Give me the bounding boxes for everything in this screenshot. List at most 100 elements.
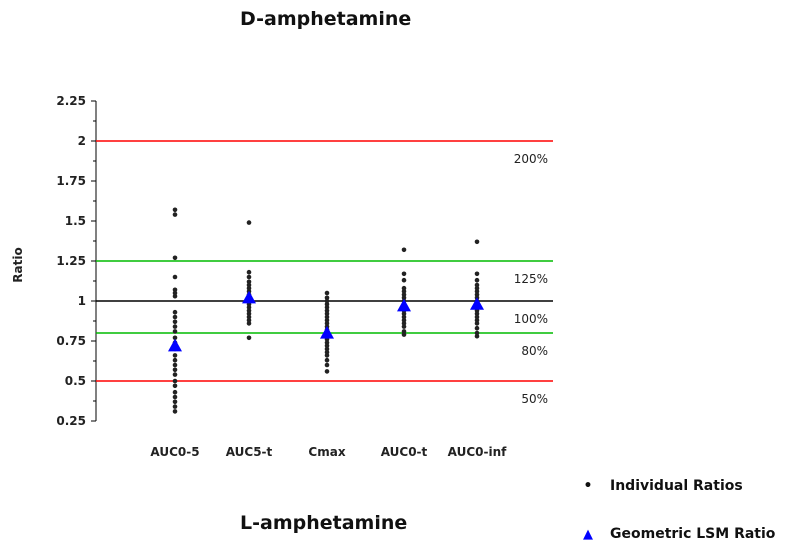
individual-point-3-1 <box>401 271 407 277</box>
individual-point-4-3 <box>474 282 480 288</box>
individual-point-3-5 <box>401 292 407 297</box>
legend-geometric-label: Geometric LSM Ratio <box>610 526 776 542</box>
individual-point-0-8 <box>172 314 178 320</box>
individual-point-0-23 <box>172 394 178 400</box>
y-tick-label-2: 0.75 <box>56 334 86 348</box>
individual-point-2-17 <box>324 346 330 352</box>
individual-point-4-15 <box>474 321 480 326</box>
triangle-icon: ▲ <box>583 526 593 542</box>
y-tick-label-5: 1.5 <box>65 214 86 228</box>
ref-line-label-50pct: 50% <box>521 392 548 406</box>
individual-point-3-2 <box>401 277 407 283</box>
x-category-label-1: AUC5-t <box>226 445 273 459</box>
ref-line-label-200pct: 200% <box>514 152 548 166</box>
individual-point-0-2 <box>172 255 178 261</box>
individual-point-0-25 <box>172 404 178 409</box>
individual-point-4-12 <box>474 311 480 317</box>
dot-icon: • <box>583 478 593 494</box>
individual-point-2-16 <box>324 343 330 349</box>
individual-point-0-15 <box>172 353 178 358</box>
individual-point-2-18 <box>324 349 330 355</box>
individual-point-1-0 <box>246 220 252 225</box>
individual-point-2-1 <box>324 295 330 301</box>
y-tick-label-0: 0.25 <box>56 414 86 428</box>
chart-title-top: D-amphetamine <box>240 8 412 30</box>
individual-point-2-20 <box>324 357 330 363</box>
legend-individual-label: Individual Ratios <box>610 478 743 494</box>
individual-point-0-26 <box>172 409 178 414</box>
individual-point-0-22 <box>172 389 178 395</box>
individual-point-4-0 <box>474 239 480 245</box>
individual-point-1-14 <box>246 314 252 320</box>
individual-point-1-17 <box>246 335 252 341</box>
individual-point-3-4 <box>401 289 407 294</box>
individual-point-0-17 <box>172 362 178 368</box>
chart-title-bottom: L-amphetamine <box>240 512 408 534</box>
y-tick-label-8: 2.25 <box>56 94 86 108</box>
individual-point-3-17 <box>401 332 407 337</box>
individual-point-3-3 <box>401 285 407 291</box>
lsm-triangle-1 <box>242 290 256 304</box>
individual-point-1-15 <box>246 317 252 323</box>
y-tick-label-6: 1.75 <box>56 174 86 188</box>
individual-point-4-5 <box>474 289 480 294</box>
individual-point-0-3 <box>172 274 178 280</box>
individual-point-0-10 <box>172 324 178 329</box>
individual-point-4-2 <box>474 277 480 283</box>
y-tick-label-1: 0.5 <box>65 374 86 388</box>
individual-point-3-15 <box>401 324 407 329</box>
individual-point-2-19 <box>324 353 330 358</box>
individual-point-2-4 <box>324 305 330 310</box>
lsm-triangle-2 <box>320 326 334 339</box>
legend-geometric: ▲ Geometric LSM Ratio <box>578 526 775 542</box>
x-category-label-4: AUC0-inf <box>448 445 507 459</box>
individual-point-1-1 <box>246 269 252 275</box>
individual-point-1-5 <box>246 285 252 291</box>
individual-point-4-17 <box>474 330 480 336</box>
individual-point-1-4 <box>246 282 252 288</box>
ref-line-label-100pct: 100% <box>514 312 548 326</box>
individual-point-2-0 <box>324 290 330 296</box>
legend-individual: • Individual Ratios <box>578 478 743 494</box>
individual-point-3-6 <box>401 295 407 301</box>
individual-point-0-6 <box>172 293 178 299</box>
individual-point-2-9 <box>324 321 330 326</box>
individual-point-1-3 <box>246 279 252 285</box>
individual-point-0-19 <box>172 372 178 377</box>
individual-point-0-1 <box>172 212 178 217</box>
individual-point-1-12 <box>246 308 252 313</box>
x-category-label-2: Cmax <box>308 445 345 459</box>
individual-point-0-18 <box>172 367 178 373</box>
individual-point-4-4 <box>474 285 480 291</box>
individual-point-0-11 <box>172 329 178 334</box>
ref-line-label-125pct: 125% <box>514 272 548 286</box>
individual-point-0-7 <box>172 309 178 315</box>
y-tick-label-3: 1 <box>78 294 86 308</box>
individual-point-4-1 <box>474 271 480 277</box>
individual-point-2-2 <box>324 298 330 304</box>
individual-point-1-13 <box>246 311 252 317</box>
individual-point-0-24 <box>172 399 178 405</box>
individual-point-2-15 <box>324 340 330 345</box>
individual-point-2-8 <box>324 317 330 323</box>
individual-point-0-20 <box>172 378 178 384</box>
individual-point-1-16 <box>246 321 252 326</box>
individual-point-0-21 <box>172 383 178 389</box>
individual-point-4-14 <box>474 317 480 323</box>
individual-point-4-6 <box>474 292 480 297</box>
y-tick-label-7: 2 <box>78 134 86 148</box>
individual-point-2-6 <box>324 311 330 317</box>
individual-point-1-2 <box>246 274 252 280</box>
individual-point-3-13 <box>401 317 407 323</box>
y-axis-label: Ratio <box>11 247 25 282</box>
individual-point-3-16 <box>401 329 407 334</box>
individual-point-2-5 <box>324 308 330 313</box>
y-tick-label-4: 1.25 <box>56 254 86 268</box>
individual-point-0-5 <box>172 290 178 296</box>
individual-point-2-3 <box>324 301 330 307</box>
individual-point-2-22 <box>324 369 330 374</box>
individual-point-0-16 <box>172 357 178 363</box>
x-category-label-3: AUC0-t <box>381 445 428 459</box>
individual-point-4-16 <box>474 325 480 331</box>
